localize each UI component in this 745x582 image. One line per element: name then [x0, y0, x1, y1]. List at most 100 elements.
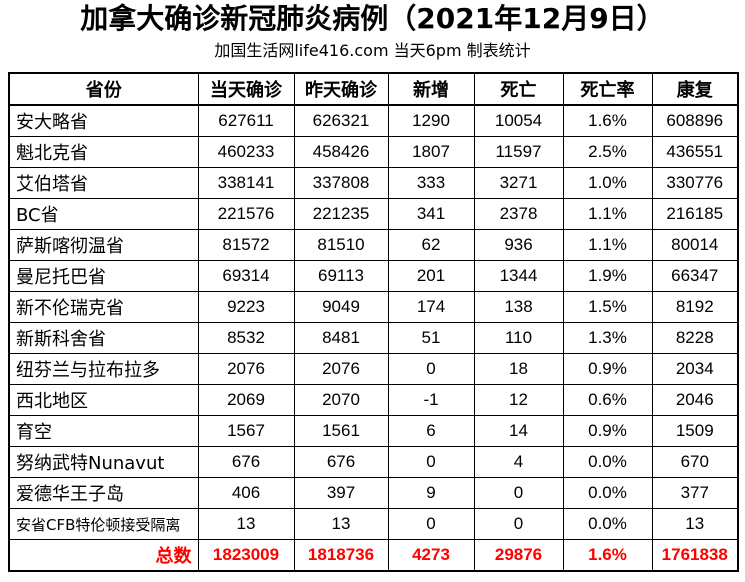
totals-value-cell: 1818736 — [293, 539, 389, 572]
value-cell: 12 — [473, 384, 564, 416]
value-cell: 0.0% — [562, 508, 653, 540]
column-header-2: 昨天确诊 — [293, 72, 389, 106]
province-cell: 艾伯塔省 — [8, 167, 199, 199]
column-header-3: 新增 — [387, 72, 475, 106]
value-cell: 0 — [473, 508, 564, 540]
value-cell: 2076 — [293, 353, 389, 385]
value-cell: 2034 — [651, 353, 739, 385]
value-cell: 341 — [387, 198, 475, 230]
table-row: 曼尼托巴省 69314 69113 201 1344 1.9% 66347 — [8, 260, 739, 292]
province-cell: 魁北克省 — [8, 136, 199, 168]
value-cell: 333 — [387, 167, 475, 199]
value-cell: 81510 — [293, 229, 389, 261]
value-cell: 221576 — [197, 198, 295, 230]
province-cell: 新斯科舍省 — [8, 322, 199, 354]
province-cell: 育空 — [8, 415, 199, 447]
table-row: 新不伦瑞克省 9223 9049 174 138 1.5% 8192 — [8, 291, 739, 323]
table-row: 育空 1567 1561 6 14 0.9% 1509 — [8, 415, 739, 447]
value-cell: 436551 — [651, 136, 739, 168]
value-cell: 936 — [473, 229, 564, 261]
table-row: BC省 221576 221235 341 2378 1.1% 216185 — [8, 198, 739, 230]
totals-value-cell: 4273 — [387, 539, 475, 572]
province-cell: 努纳武特Nunavut — [8, 446, 199, 478]
value-cell: 174 — [387, 291, 475, 323]
value-cell: 1.1% — [562, 229, 653, 261]
value-cell: 9049 — [293, 291, 389, 323]
table-row: 艾伯塔省 338141 337808 333 3271 1.0% 330776 — [8, 167, 739, 199]
page-title: 加拿大确诊新冠肺炎病例（2021年12月9日） — [80, 2, 665, 35]
value-cell: 13 — [197, 508, 295, 540]
value-cell: 1.5% — [562, 291, 653, 323]
table-row: 爱德华王子岛 406 397 9 0 0.0% 377 — [8, 477, 739, 509]
column-header-5: 死亡率 — [562, 72, 653, 106]
totals-label-cell: 总数 — [8, 539, 199, 572]
table-body: 安大略省 627611 626321 1290 10054 1.6% 608896 魁北克省 4… — [8, 104, 739, 572]
column-header-1: 当天确诊 — [197, 72, 295, 106]
value-cell: 338141 — [197, 167, 295, 199]
table-row: 萨斯喀彻温省 81572 81510 62 936 1.1% 80014 — [8, 229, 739, 261]
value-cell: 458426 — [293, 136, 389, 168]
table-row: 努纳武特Nunavut 676 676 0 4 0.0% 670 — [8, 446, 739, 478]
value-cell: 14 — [473, 415, 564, 447]
province-cell: 安大略省 — [8, 104, 199, 137]
value-cell: 0 — [473, 477, 564, 509]
value-cell: 0 — [387, 508, 475, 540]
value-cell: 69113 — [293, 260, 389, 292]
value-cell: 0.0% — [562, 446, 653, 478]
value-cell: 0 — [387, 353, 475, 385]
value-cell: 9 — [387, 477, 475, 509]
province-cell: 纽芬兰与拉布拉多 — [8, 353, 199, 385]
value-cell: 676 — [197, 446, 295, 478]
value-cell: 2069 — [197, 384, 295, 416]
value-cell: 337808 — [293, 167, 389, 199]
value-cell: 1561 — [293, 415, 389, 447]
value-cell: 221235 — [293, 198, 389, 230]
value-cell: 8481 — [293, 322, 389, 354]
value-cell: 1.0% — [562, 167, 653, 199]
province-cell: 西北地区 — [8, 384, 199, 416]
value-cell: 608896 — [651, 104, 739, 137]
table-row: 西北地区 2069 2070 -1 12 0.6% 2046 — [8, 384, 739, 416]
value-cell: 216185 — [651, 198, 739, 230]
value-cell: 0.9% — [562, 353, 653, 385]
value-cell: 13 — [651, 508, 739, 540]
value-cell: 8192 — [651, 291, 739, 323]
value-cell: 11597 — [473, 136, 564, 168]
value-cell: 62 — [387, 229, 475, 261]
table-row: 魁北克省 460233 458426 1807 11597 2.5% 436551 — [8, 136, 739, 168]
value-cell: 8532 — [197, 322, 295, 354]
value-cell: 110 — [473, 322, 564, 354]
value-cell: 670 — [651, 446, 739, 478]
value-cell: 2.5% — [562, 136, 653, 168]
covid-stats-table: 省份 当天确诊 昨天确诊 新增 死亡 死亡率 康复 安大略省 627611 626321 1290… — [8, 72, 739, 572]
value-cell: 6 — [387, 415, 475, 447]
province-cell: 新不伦瑞克省 — [8, 291, 199, 323]
value-cell: -1 — [387, 384, 475, 416]
value-cell: 13 — [293, 508, 389, 540]
table-row: 安大略省 627611 626321 1290 10054 1.6% 608896 — [8, 104, 739, 137]
value-cell: 4 — [473, 446, 564, 478]
value-cell: 51 — [387, 322, 475, 354]
page-subtitle: 加国生活网life416.com 当天6pm 制表统计 — [214, 41, 531, 60]
totals-value-cell: 1761838 — [651, 539, 739, 572]
value-cell: 1807 — [387, 136, 475, 168]
value-cell: 9223 — [197, 291, 295, 323]
value-cell: 10054 — [473, 104, 564, 137]
province-cell: 安省CFB特伦顿接受隔离 — [8, 508, 199, 540]
totals-value-cell: 29876 — [473, 539, 564, 572]
value-cell: 138 — [473, 291, 564, 323]
value-cell: 676 — [293, 446, 389, 478]
table-row: 安省CFB特伦顿接受隔离 13 13 0 0 0.0% 13 — [8, 508, 739, 540]
value-cell: 460233 — [197, 136, 295, 168]
value-cell: 0.9% — [562, 415, 653, 447]
value-cell: 406 — [197, 477, 295, 509]
totals-value-cell: 1823009 — [197, 539, 295, 572]
value-cell: 2378 — [473, 198, 564, 230]
totals-value-cell: 1.6% — [562, 539, 653, 572]
province-cell: 曼尼托巴省 — [8, 260, 199, 292]
value-cell: 81572 — [197, 229, 295, 261]
value-cell: 3271 — [473, 167, 564, 199]
value-cell: 0.6% — [562, 384, 653, 416]
column-header-0: 省份 — [8, 72, 199, 106]
value-cell: 330776 — [651, 167, 739, 199]
